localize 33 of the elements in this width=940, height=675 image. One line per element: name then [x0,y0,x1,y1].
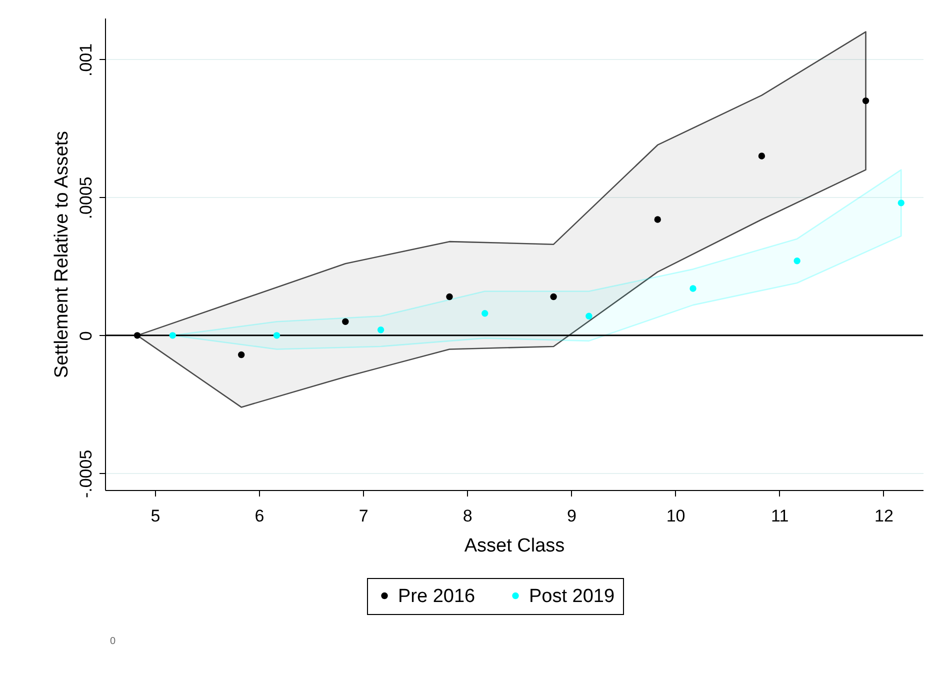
point [862,97,870,104]
x-tick-label: 11 [771,506,789,526]
x-tick-label: 7 [358,506,368,526]
x-tick-label: 12 [874,506,894,526]
point [377,326,384,334]
point [446,293,453,300]
x-tick-label: 6 [254,506,264,526]
point [169,332,176,339]
point [342,318,349,325]
point [654,216,661,223]
point [898,200,904,206]
y-tick-label: -.0005 [76,450,96,498]
x-tick-label: 8 [462,506,472,526]
point [134,332,141,339]
point [238,351,245,358]
point [550,293,557,300]
point [758,152,766,160]
y-axis-title: Settlement Relative to Assets [52,130,72,378]
y-tick-label: 0 [76,331,96,341]
point [482,310,488,317]
text: 0 [110,636,116,647]
point [273,332,280,339]
x-axis-title: Asset Class [464,536,565,556]
point [690,285,696,292]
y-tick-label: .001 [76,43,96,76]
x-tick-label: 9 [567,506,576,526]
legend-label: Post 2019 [529,586,615,607]
point [586,312,592,320]
point [794,258,800,264]
x-tick-label: 5 [150,506,160,526]
y-tick-label: .0005 [76,176,96,220]
legend-label: Pre 2016 [398,586,476,607]
x-tick-label: 10 [666,506,686,526]
